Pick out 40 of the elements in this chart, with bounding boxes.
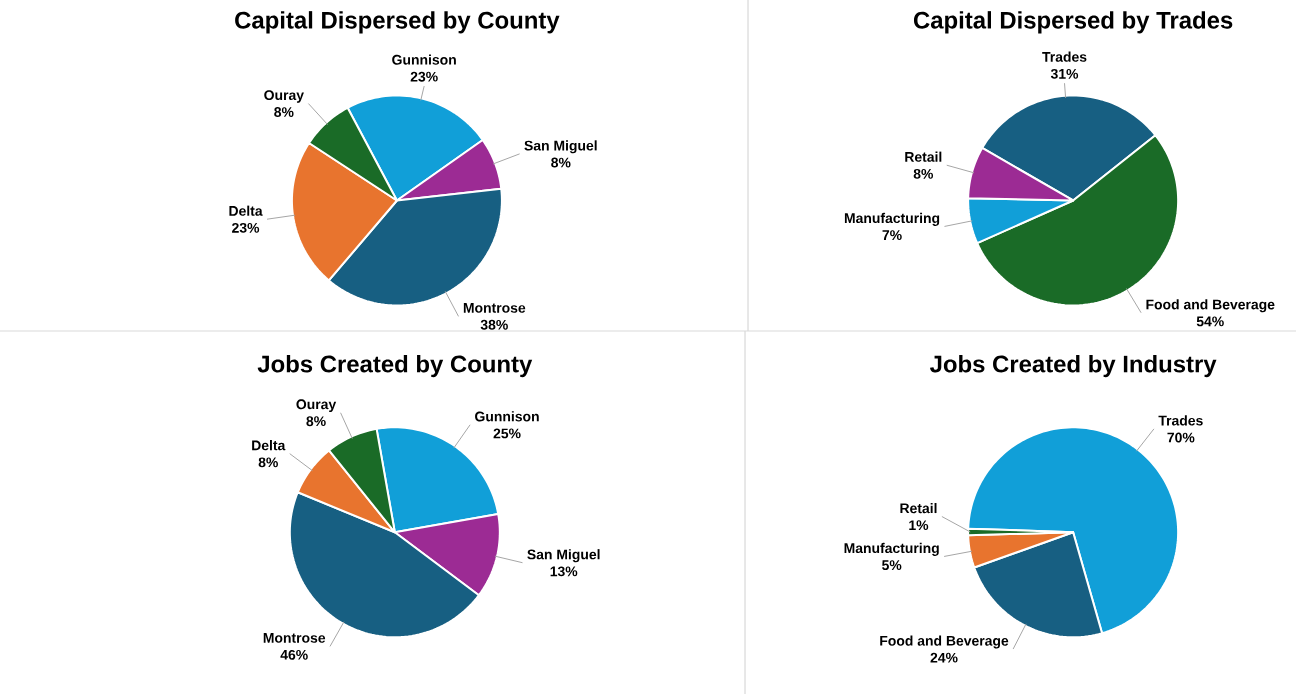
data-label: 7% xyxy=(882,230,902,240)
data-label: 13% xyxy=(550,566,578,577)
data-label: 23% xyxy=(410,71,438,82)
data-label: 8% xyxy=(913,168,934,179)
slice-label: Food and Beverage xyxy=(880,635,1009,649)
data-label: 1% xyxy=(909,520,929,531)
slice-label: Trades xyxy=(1042,51,1087,62)
chart-title: Capital Dispersed by County xyxy=(235,11,560,34)
slice-label: Retail xyxy=(905,151,942,162)
data-label: 46% xyxy=(280,649,308,660)
slice-label: Manufacturing xyxy=(844,542,939,556)
data-label: 8% xyxy=(551,157,571,168)
slice-label: Gunnison xyxy=(475,411,539,422)
data-label: 54% xyxy=(1196,316,1224,327)
slice-label: Retail xyxy=(900,502,937,514)
data-label: 25% xyxy=(493,428,521,439)
slice-label: Manufacturing xyxy=(844,212,940,226)
slice-label: Montrose xyxy=(463,303,526,313)
slice-label: San Miguel xyxy=(527,549,600,563)
data-label: 70% xyxy=(1167,432,1195,443)
slice-label: Montrose xyxy=(263,633,326,643)
slice-label: Ouray xyxy=(264,90,304,103)
data-label: 8% xyxy=(258,457,278,468)
slice-label: Food and Beverage xyxy=(1146,299,1275,313)
slice-label: Delta xyxy=(229,205,263,216)
data-label: 24% xyxy=(930,652,958,663)
slice-label: Gunnison xyxy=(392,54,456,65)
slice-label: Trades xyxy=(1158,415,1203,426)
data-label: 8% xyxy=(306,416,326,427)
data-label: 8% xyxy=(274,107,294,117)
data-label: 23% xyxy=(232,222,260,233)
slice-label: Ouray xyxy=(296,399,337,412)
data-label: 5% xyxy=(882,560,902,571)
data-label: 38% xyxy=(480,319,508,330)
slice-label: Delta xyxy=(252,440,286,451)
chart-title: Capital Dispersed by Trades xyxy=(913,11,1233,34)
slice-label: San Miguel xyxy=(524,140,597,154)
chart-title: Jobs Created by Industry xyxy=(930,354,1217,378)
data-label: 31% xyxy=(1050,68,1079,79)
chart-title: Jobs Created by County xyxy=(257,354,533,378)
